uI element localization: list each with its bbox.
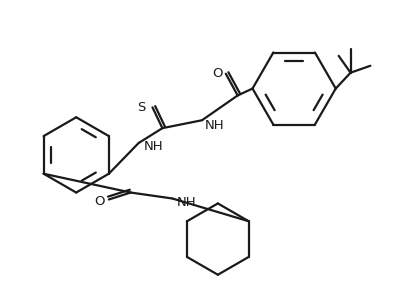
Text: O: O — [212, 67, 223, 80]
Text: S: S — [137, 101, 145, 114]
Text: NH: NH — [205, 119, 224, 132]
Text: NH: NH — [143, 140, 163, 153]
Text: NH: NH — [177, 196, 196, 209]
Text: O: O — [94, 195, 105, 208]
